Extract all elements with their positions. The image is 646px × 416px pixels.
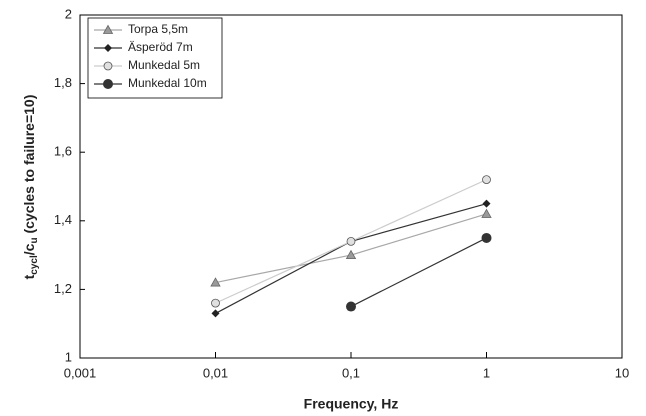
legend-label: Äsperöd 7m	[128, 40, 193, 54]
data-point	[210, 277, 221, 287]
y-tick-label: 1,6	[54, 144, 72, 159]
series-line	[215, 213, 487, 284]
y-tick-label: 1	[65, 349, 72, 364]
legend-marker	[102, 24, 114, 34]
y-label-part: t	[21, 274, 37, 279]
y-tick-label: 1,2	[54, 281, 72, 296]
y-tick-label: 1,4	[54, 212, 72, 227]
legend-label: Torpa 5,5m	[128, 22, 188, 36]
series-line	[350, 237, 487, 308]
data-point	[482, 175, 491, 185]
data-point	[346, 301, 356, 312]
x-tick-label: 1	[483, 365, 490, 380]
x-tick-label: 0,001	[64, 365, 97, 380]
legend-marker	[103, 79, 113, 89]
x-tick-label: 10	[615, 365, 629, 380]
data-point	[481, 208, 492, 218]
y-axis-label: tcycl/cu (cycles to failure=10)	[21, 95, 40, 280]
legend-label: Munkedal 5m	[128, 58, 200, 72]
y-tick-label: 2	[65, 6, 72, 21]
legend-marker	[104, 44, 112, 52]
data-point	[345, 249, 357, 259]
data-point	[481, 232, 492, 243]
y-label-part: (cycles to failure=10)	[21, 95, 37, 238]
legend-marker	[103, 61, 113, 71]
y-label-part: u	[29, 237, 40, 243]
x-tick-label: 0,1	[342, 365, 360, 380]
x-axis-label: Frequency, Hz	[304, 396, 399, 412]
y-tick-label: 1,8	[54, 75, 72, 90]
data-point	[482, 199, 491, 208]
y-label-part: cycl	[29, 255, 40, 275]
data-point	[346, 236, 356, 246]
legend-label: Munkedal 10m	[128, 76, 207, 90]
x-tick-label: 0,01	[203, 365, 228, 380]
data-point	[211, 309, 220, 318]
data-point	[211, 298, 220, 308]
y-label-part: /c	[21, 243, 37, 255]
